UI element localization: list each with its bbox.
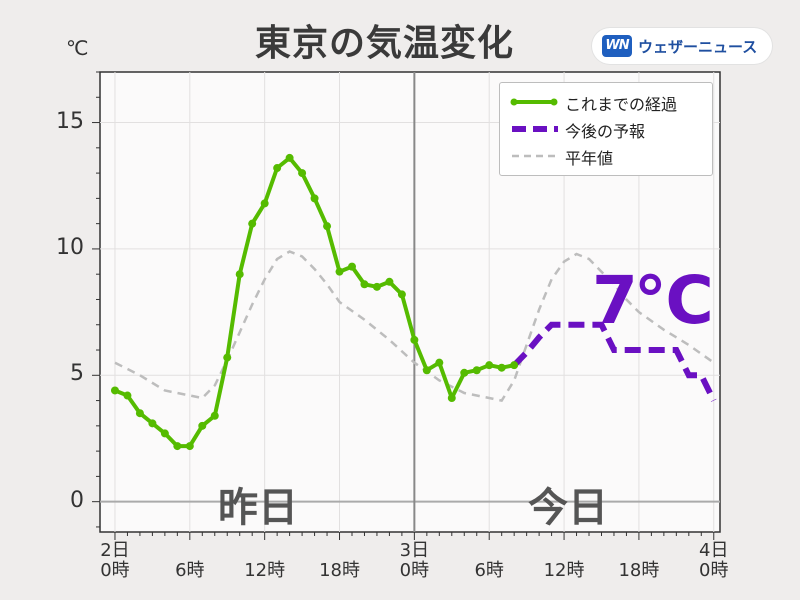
x-tick-date: [310, 541, 370, 561]
observed-point: [460, 368, 469, 377]
forecast-series-line: [512, 321, 717, 402]
observed-point: [298, 169, 307, 178]
x-tick-hour: 0時: [699, 560, 729, 581]
observed-point: [485, 361, 494, 370]
x-tick-date: [235, 541, 295, 561]
observed-point: [497, 363, 506, 372]
observed-point: [360, 280, 369, 289]
observed-point: [385, 277, 394, 286]
y-tick-label: 0: [70, 487, 84, 513]
legend-item-normal: 平年値: [500, 143, 712, 169]
x-tick-date: 2日: [100, 540, 130, 561]
x-tick-label: 12時: [235, 541, 295, 581]
weathernews-logo-text: ウェザーニュース: [638, 38, 758, 56]
observed-point: [472, 366, 481, 375]
x-tick-hour: 6時: [175, 560, 205, 581]
x-tick-date: [160, 541, 220, 561]
x-tick-label: 12時: [534, 541, 594, 581]
x-tick-hour: 0時: [100, 560, 130, 581]
legend-normal-label: 平年値: [565, 149, 614, 168]
legend: これまでの経過 今後の予報 平年値: [499, 82, 713, 176]
x-tick-label: 4日 0時: [684, 541, 744, 581]
legend-forecast-swatch: [512, 126, 558, 132]
observed-point: [422, 366, 431, 375]
legend-normal-swatch: [512, 154, 558, 158]
x-tick-date: [534, 541, 594, 561]
observed-point: [248, 219, 257, 228]
weathernews-logo: WN ウェザーニュース: [592, 28, 772, 64]
observed-point: [260, 199, 269, 208]
observed-point: [273, 164, 282, 173]
y-axis-unit: ℃: [66, 36, 89, 60]
x-tick-hour: 12時: [543, 560, 585, 581]
observed-point: [323, 222, 332, 231]
observed-point: [185, 442, 194, 451]
observed-point: [235, 270, 244, 279]
y-tick-label: 15: [56, 108, 84, 134]
x-tick-date: [459, 541, 519, 561]
legend-observed-swatch: [510, 98, 558, 106]
observed-point: [210, 411, 219, 420]
observed-point: [173, 442, 182, 451]
observed-point: [447, 394, 456, 403]
yesterday-label: 昨日: [218, 485, 298, 531]
legend-item-observed: これまでの経過: [500, 89, 712, 115]
legend-observed-label: これまでの経過: [565, 95, 678, 114]
observed-point: [110, 386, 119, 395]
x-tick-label: 6時: [160, 541, 220, 581]
observed-point: [410, 335, 419, 344]
legend-forecast-label: 今後の予報: [565, 122, 646, 141]
observed-point: [347, 262, 356, 271]
observed-point: [397, 290, 406, 299]
x-tick-label: 3日 0時: [384, 541, 444, 581]
x-tick-date: 3日: [399, 540, 430, 561]
x-tick-label: 2日 0時: [85, 541, 145, 581]
observed-point: [335, 267, 344, 276]
today-label: 今日: [528, 485, 608, 531]
x-tick-date: [609, 541, 669, 561]
x-tick-hour: 18時: [618, 560, 660, 581]
weathernews-logo-mark: WN: [602, 35, 632, 57]
x-tick-hour: 6時: [474, 560, 504, 581]
legend-item-forecast: 今後の予報: [500, 116, 712, 142]
y-tick-label: 5: [70, 361, 84, 387]
observed-point: [135, 409, 144, 418]
x-tick-label: 6時: [459, 541, 519, 581]
x-tick-label: 18時: [609, 541, 669, 581]
x-tick-date: 4日: [699, 540, 729, 561]
observed-point: [148, 419, 157, 428]
x-tick-hour: 0時: [399, 560, 430, 581]
y-tick-label: 10: [56, 234, 84, 260]
x-tick-hour: 18時: [319, 560, 360, 581]
observed-point: [285, 153, 294, 162]
observed-point: [160, 429, 169, 438]
observed-point: [123, 391, 132, 400]
observed-point: [310, 194, 319, 203]
x-tick-label: 18時: [310, 541, 370, 581]
observed-point: [198, 421, 207, 430]
observed-point: [372, 282, 381, 291]
observed-point: [223, 353, 232, 362]
current-temperature: 7℃: [592, 262, 714, 339]
observed-point: [435, 358, 444, 367]
observed-point: [510, 361, 519, 370]
x-tick-hour: 12時: [244, 560, 286, 581]
chart-title: 東京の気温変化: [255, 23, 515, 64]
